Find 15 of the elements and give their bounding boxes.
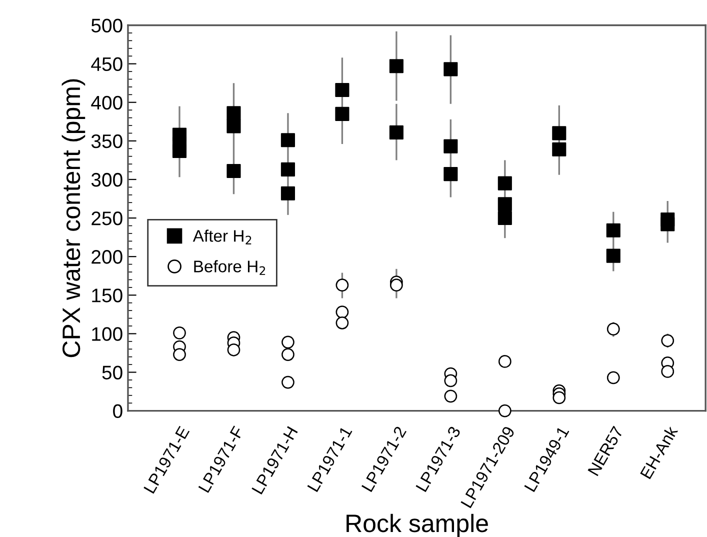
y-tick-label: 500 <box>91 18 122 32</box>
y-tick-label: 250 <box>92 211 122 226</box>
y-tick-label: 100 <box>92 327 122 341</box>
legend-label: After H$_{2}$ <box>192 230 252 244</box>
y-tick-label: 150 <box>92 288 122 302</box>
y-tick-label: 300 <box>91 172 122 187</box>
y-tick-label: 50 <box>102 366 122 380</box>
x-axis-title: Rock sample <box>346 514 488 537</box>
y-tick-label: 450 <box>91 57 122 72</box>
legend-label: Before H$_{2}$ <box>194 260 266 275</box>
y-axis-title: CPX water content (ppm) <box>62 79 86 358</box>
y-tick-label: 400 <box>91 96 122 110</box>
y-tick-label: 200 <box>92 250 122 264</box>
y-tick-label: 0 <box>113 404 122 418</box>
y-tick-label: 350 <box>91 134 122 148</box>
